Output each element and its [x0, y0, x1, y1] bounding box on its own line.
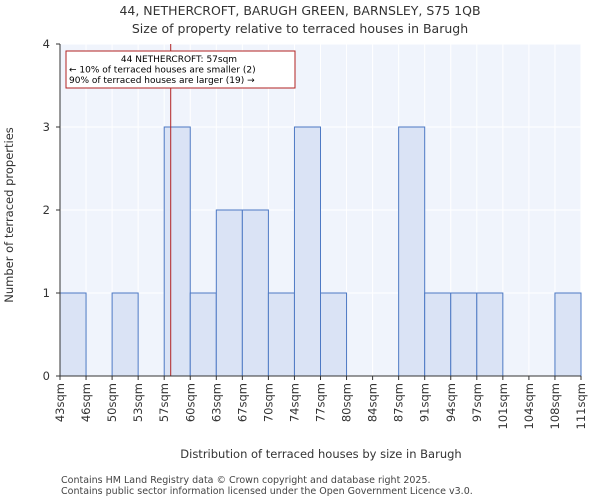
bar-57sqm [163, 126, 191, 377]
y-tick-label: 2 [43, 203, 50, 217]
y-tick-label: 0 [43, 369, 50, 383]
footer-line-1: Contains HM Land Registry data © Crown c… [61, 475, 431, 486]
annotation-box: 44 NETHERCROFT: 57sqm ← 10% of terraced … [65, 50, 296, 89]
x-tick-label: 87sqm [392, 383, 406, 422]
x-tick-label: 50sqm [105, 383, 119, 422]
y-tick-label: 3 [43, 120, 50, 134]
annotation-line-3: 90% of terraced houses are larger (19) → [69, 76, 255, 86]
x-tick-labels: 43sqm 46sqm 50sqm 53sqm 57sqm 60sqm 63sqm 67sqm… [53, 376, 588, 429]
bar-43sqm [59, 292, 87, 377]
bar-77sqm [320, 292, 348, 377]
x-tick-label: 53sqm [131, 383, 145, 422]
x-tick-label: 43sqm [53, 383, 67, 422]
x-tick-label: 60sqm [183, 383, 197, 422]
x-tick-label: 74sqm [287, 383, 301, 422]
bar-67sqm [241, 209, 269, 377]
x-tick-label: 80sqm [340, 383, 354, 422]
x-tick-label: 57sqm [157, 383, 171, 422]
x-tick-label: 84sqm [366, 383, 380, 422]
x-tick-label: 67sqm [235, 383, 249, 422]
y-tick-labels: 0 1 2 3 4 [43, 37, 60, 383]
chart-title: 44, NETHERCROFT, BARUGH GREEN, BARNSLEY,… [119, 3, 480, 18]
y-tick-label: 4 [43, 37, 50, 51]
bar-74sqm [293, 126, 322, 377]
bar-70sqm [267, 292, 295, 377]
x-tick-label: 63sqm [209, 383, 223, 422]
bar-91sqm [424, 292, 452, 377]
x-tick-label: 91sqm [418, 383, 432, 422]
bar-94sqm [450, 292, 478, 377]
x-tick-label: 101sqm [496, 383, 510, 429]
annotation-box-border [65, 50, 296, 89]
bar-60sqm [189, 292, 217, 377]
y-tick-label: 1 [43, 286, 50, 300]
x-tick-label: 108sqm [548, 383, 562, 429]
annotation-line-2: ← 10% of terraced houses are smaller (2) [69, 66, 256, 76]
footer-line-2: Contains public sector information licen… [61, 486, 473, 497]
x-tick-label: 111sqm [574, 383, 588, 429]
bar-97sqm [476, 292, 504, 377]
x-tick-label: 94sqm [444, 383, 458, 422]
bar-87sqm [398, 126, 426, 377]
x-axis-label: Distribution of terraced houses by size … [180, 447, 461, 461]
x-tick-label: 46sqm [79, 383, 93, 422]
y-axis-label: Number of terraced properties [2, 127, 16, 303]
bar-63sqm [215, 209, 243, 377]
bars [59, 126, 582, 377]
x-tick-label: 104sqm [522, 383, 536, 429]
x-tick-label: 97sqm [470, 383, 484, 422]
annotation-line-1: 44 NETHERCROFT: 57sqm [121, 55, 237, 65]
bar-108sqm [554, 292, 582, 377]
bar-50sqm [111, 292, 139, 377]
chart-subtitle: Size of property relative to terraced ho… [132, 21, 468, 36]
x-tick-label: 77sqm [314, 383, 328, 422]
x-tick-label: 70sqm [261, 383, 275, 422]
